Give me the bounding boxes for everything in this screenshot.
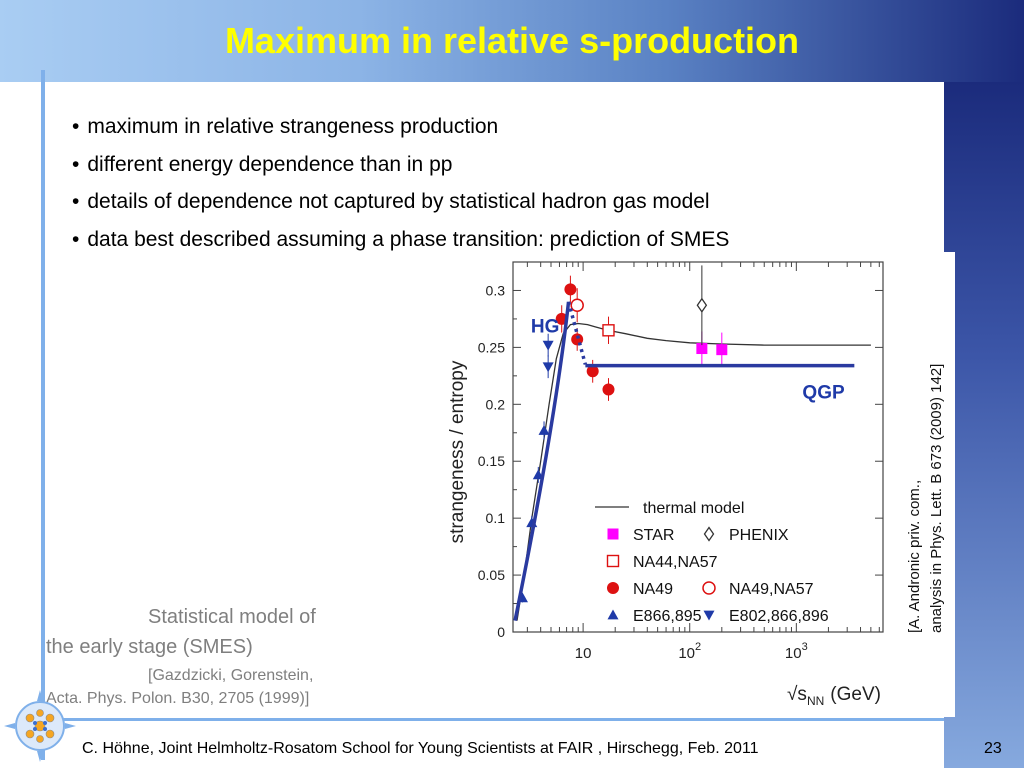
y-tick-label: 0.25 xyxy=(478,339,505,355)
legend-label: NA49 xyxy=(633,581,673,598)
legend-label: E802,866,896 xyxy=(729,608,829,625)
legend-label: PHENIX xyxy=(729,527,789,544)
source-citation-line1: [A. Andronic priv. com., xyxy=(906,480,923,633)
marker-triangle-up xyxy=(538,424,550,435)
fair-logo-icon xyxy=(4,690,76,762)
slide-title: Maximum in relative s-production xyxy=(224,20,800,61)
annotation-qgp: QGP xyxy=(802,383,845,404)
right-decor-strip xyxy=(944,82,1024,768)
bullet-item: details of dependence not captured by st… xyxy=(72,187,729,225)
y-tick-label: 0.1 xyxy=(486,510,506,526)
marker-circle xyxy=(607,582,619,594)
marker-circle xyxy=(586,365,599,378)
marker-open-diamond xyxy=(696,297,708,313)
legend-label-thermal: thermal model xyxy=(643,500,744,517)
y-tick-label: 0.3 xyxy=(486,282,506,298)
marker-open-diamond xyxy=(703,526,715,542)
marker-triangle-up xyxy=(607,609,619,620)
legend-label: STAR xyxy=(633,527,674,544)
marker-square xyxy=(607,528,619,540)
bullet-item: maximum in relative strangeness producti… xyxy=(72,112,729,150)
title-bar xyxy=(0,0,1024,82)
thermal-model-curve xyxy=(516,322,871,621)
bottom-accent-line xyxy=(44,718,944,721)
y-tick-label: 0.05 xyxy=(478,567,505,583)
marker-triangle-down xyxy=(703,610,715,621)
legend-label: E866,895 xyxy=(633,608,702,625)
page-number: 23 xyxy=(984,740,1002,757)
left-accent-line xyxy=(41,70,45,760)
smes-label: Statistical model of the early stage (SM… xyxy=(46,602,366,662)
smes-reference-line2: Acta. Phys. Polon. B30, 2705 (1999)] xyxy=(46,690,310,707)
x-axis-label-sub: NN xyxy=(807,694,824,708)
y-tick-label: 0.15 xyxy=(478,453,505,469)
x-tick-exponent: 3 xyxy=(802,641,808,653)
x-axis-label: √sNN (GeV) xyxy=(787,684,881,708)
legend-label: NA49,NA57 xyxy=(729,581,814,598)
marker-circle xyxy=(564,283,577,296)
marker-circle xyxy=(602,383,615,396)
marker-triangle-down xyxy=(542,340,554,351)
y-tick-label: 0 xyxy=(497,624,505,640)
marker-open-circle xyxy=(702,581,716,595)
chart-legend: thermal model STAR PHENIX NA44,NA57 NA49 NA49… xyxy=(595,500,829,625)
bullet-item: data best described assuming a phase tra… xyxy=(72,225,729,263)
smes-curve xyxy=(513,301,571,621)
marker-open-square xyxy=(602,324,615,337)
smes-reference-line1: [Gazdzicki, Gorenstein, xyxy=(148,667,314,684)
x-tick-label: 10 xyxy=(575,645,592,662)
smes-reference: [Gazdzicki, Gorenstein, Acta. Phys. Polo… xyxy=(46,664,376,710)
x-axis-label-main: √s xyxy=(787,684,807,705)
marker-open-circle xyxy=(570,298,584,313)
source-citation-line2: analysis in Phys. Lett. B 673 (2009) 142… xyxy=(928,364,945,633)
plot-frame xyxy=(512,261,884,633)
bullet-list: maximum in relative strangeness producti… xyxy=(72,112,729,262)
x-axis-label-unit: (GeV) xyxy=(830,684,881,705)
footer-text: C. Höhne, Joint Helmholtz-Rosatom School… xyxy=(82,740,759,757)
strangeness-chart: 00.050.10.150.20.250.3 10 102 103 strangen… xyxy=(441,252,955,717)
legend-label: NA44,NA57 xyxy=(633,554,718,571)
x-tick-exponent: 2 xyxy=(695,641,701,653)
smes-label-line2: the early stage (SMES) xyxy=(46,636,253,658)
y-tick-label: 0.2 xyxy=(486,396,506,412)
marker-open-square xyxy=(606,554,620,568)
marker-square xyxy=(716,344,728,356)
annotation-hg: HG xyxy=(531,317,560,338)
bullet-item: different energy dependence than in pp xyxy=(72,150,729,188)
smes-label-line1: Statistical model of xyxy=(148,606,316,628)
y-axis-label: strangeness / entropy xyxy=(447,360,468,543)
marker-triangle-down xyxy=(542,362,554,373)
marker-square xyxy=(696,343,708,355)
